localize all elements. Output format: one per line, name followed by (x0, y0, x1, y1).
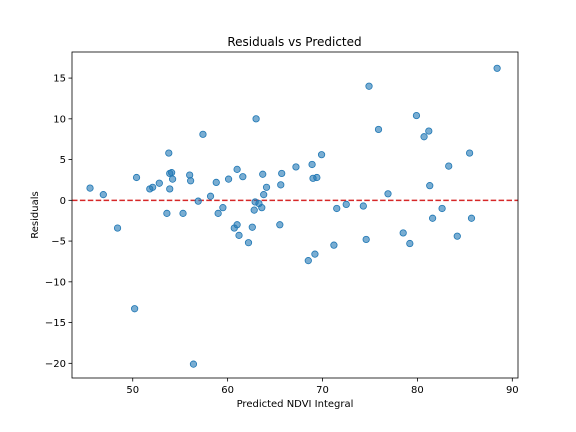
data-point (165, 149, 173, 157)
data-point (374, 125, 383, 134)
data-point (194, 197, 202, 205)
data-point (365, 82, 373, 90)
data-point (445, 162, 453, 170)
data-point (399, 229, 407, 237)
data-point (406, 239, 414, 248)
y-tick-label: −5 (51, 237, 66, 248)
y-tick-label: −10 (45, 277, 66, 288)
data-point (189, 360, 198, 368)
data-point (308, 160, 316, 169)
data-point (113, 224, 122, 232)
data-point (206, 192, 215, 200)
data-point (239, 173, 247, 181)
data-point (163, 209, 171, 217)
y-tick-label: −20 (45, 359, 66, 370)
y-tick-label: 0 (60, 196, 66, 207)
data-point (313, 173, 321, 182)
data-point (187, 177, 195, 185)
data-point (149, 183, 157, 191)
data-point (384, 190, 392, 198)
data-point (359, 202, 367, 210)
data-point (132, 173, 141, 182)
plot-frame (71, 51, 519, 379)
y-axis-label: Residuals (30, 191, 41, 238)
data-point (86, 184, 94, 192)
data-point (428, 214, 437, 222)
x-tick-label: 80 (411, 385, 424, 396)
data-point (166, 185, 174, 193)
data-point (412, 111, 421, 120)
data-point (155, 179, 163, 187)
data-point (278, 169, 286, 178)
data-point (233, 221, 241, 229)
plot-area (72, 64, 518, 368)
data-point (214, 209, 222, 217)
data-point (467, 214, 476, 222)
data-point (99, 191, 107, 199)
data-point (333, 204, 341, 213)
data-point (252, 115, 260, 123)
data-point (258, 204, 266, 212)
chart-title: Residuals vs Predicted (227, 35, 361, 49)
data-point (233, 165, 241, 173)
data-point (199, 130, 207, 138)
data-point (235, 231, 243, 239)
data-point (212, 178, 220, 186)
data-point (248, 223, 256, 231)
data-point (131, 305, 139, 313)
x-axis: 50 60 70 80 90 (126, 378, 519, 396)
data-point (311, 250, 319, 258)
data-point (168, 169, 176, 177)
y-axis: −20 −15 −10 −5 0 5 10 15 (45, 74, 72, 370)
data-point (465, 149, 474, 157)
data-point (330, 241, 338, 249)
x-axis-label: Predicted NDVI Integral (237, 399, 354, 410)
data-point (259, 170, 267, 178)
y-tick-label: 10 (53, 114, 66, 125)
data-point (438, 204, 446, 213)
data-point (179, 209, 187, 217)
data-point (224, 175, 233, 183)
y-tick-label: 5 (60, 155, 66, 166)
data-point (262, 183, 271, 191)
data-point (168, 175, 177, 183)
data-point (420, 133, 428, 141)
y-tick-label: −15 (45, 318, 66, 329)
x-tick-label: 60 (221, 385, 234, 396)
y-tick-label: 15 (53, 74, 66, 85)
x-tick-label: 50 (126, 385, 139, 396)
data-point (317, 151, 326, 159)
data-point (292, 163, 300, 171)
data-point (250, 206, 258, 214)
x-tick-label: 90 (506, 385, 519, 396)
data-point (426, 182, 434, 190)
data-point (244, 239, 253, 247)
data-point (219, 204, 227, 212)
data-point (362, 235, 370, 244)
data-point (304, 257, 312, 265)
data-point (425, 127, 433, 135)
data-point (342, 200, 350, 209)
data-point (493, 64, 501, 72)
data-point (260, 191, 268, 199)
x-tick-label: 70 (316, 385, 329, 396)
data-point (276, 221, 284, 229)
data-point (277, 181, 285, 189)
data-point (453, 232, 461, 240)
